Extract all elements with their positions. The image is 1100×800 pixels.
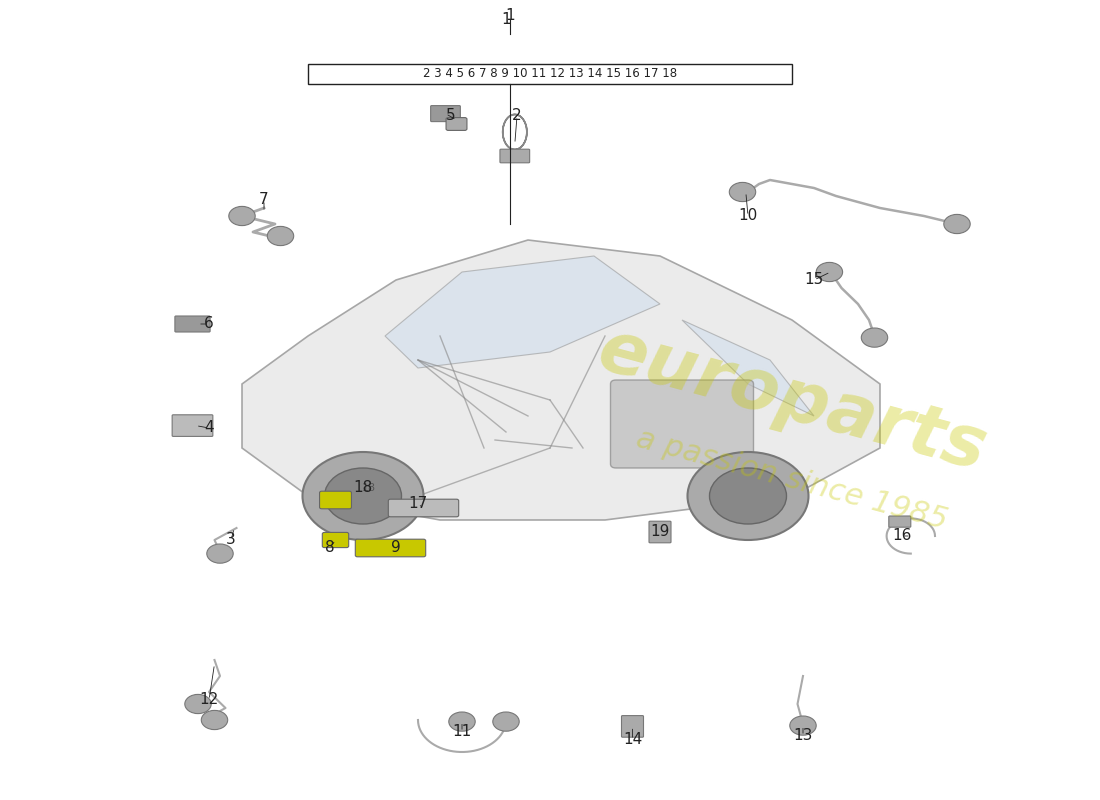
Text: 15: 15	[804, 273, 824, 287]
Text: 5: 5	[447, 109, 455, 123]
Text: 10: 10	[738, 209, 758, 223]
FancyBboxPatch shape	[322, 533, 349, 547]
Text: 11: 11	[452, 725, 472, 739]
Circle shape	[729, 182, 756, 202]
Polygon shape	[242, 240, 880, 520]
Circle shape	[229, 206, 255, 226]
FancyBboxPatch shape	[431, 106, 461, 122]
Circle shape	[790, 716, 816, 735]
Text: 2 3 4 5 6 7 8 9 10 11 12 13 14 15 16 17 18: 2 3 4 5 6 7 8 9 10 11 12 13 14 15 16 17 …	[422, 67, 678, 81]
FancyBboxPatch shape	[889, 516, 911, 527]
Text: 7: 7	[260, 193, 268, 207]
Text: 13: 13	[793, 729, 813, 743]
FancyBboxPatch shape	[355, 539, 426, 557]
Circle shape	[710, 468, 786, 524]
Text: 4: 4	[205, 421, 213, 435]
Polygon shape	[682, 320, 814, 416]
Text: 1: 1	[502, 13, 510, 27]
Circle shape	[449, 712, 475, 731]
Circle shape	[207, 544, 233, 563]
FancyBboxPatch shape	[649, 522, 671, 542]
Circle shape	[185, 694, 211, 714]
Circle shape	[267, 226, 294, 246]
Text: 19: 19	[650, 525, 670, 539]
Circle shape	[816, 262, 843, 282]
Text: 12: 12	[199, 693, 219, 707]
Text: 3: 3	[227, 533, 235, 547]
Text: 1: 1	[506, 9, 515, 23]
Circle shape	[944, 214, 970, 234]
Text: 6: 6	[205, 317, 213, 331]
FancyBboxPatch shape	[610, 380, 754, 468]
Text: 18: 18	[353, 481, 373, 495]
Text: a passion since 1985: a passion since 1985	[634, 425, 950, 535]
FancyBboxPatch shape	[172, 414, 212, 437]
Circle shape	[493, 712, 519, 731]
Polygon shape	[385, 256, 660, 368]
FancyBboxPatch shape	[319, 491, 352, 509]
Text: 17: 17	[408, 497, 428, 511]
FancyBboxPatch shape	[175, 316, 210, 332]
Circle shape	[688, 452, 808, 540]
Circle shape	[201, 710, 228, 730]
Text: 18: 18	[362, 483, 375, 493]
FancyBboxPatch shape	[308, 64, 792, 84]
Text: europarts: europarts	[591, 315, 993, 485]
Circle shape	[324, 468, 402, 524]
Text: 8: 8	[326, 541, 334, 555]
Circle shape	[861, 328, 888, 347]
FancyBboxPatch shape	[621, 715, 643, 738]
FancyBboxPatch shape	[388, 499, 459, 517]
Text: 14: 14	[623, 733, 642, 747]
Text: 9: 9	[392, 541, 400, 555]
Text: 2: 2	[513, 109, 521, 123]
FancyBboxPatch shape	[499, 149, 530, 162]
FancyBboxPatch shape	[447, 118, 466, 130]
Circle shape	[302, 452, 424, 540]
Text: 16: 16	[892, 529, 912, 543]
